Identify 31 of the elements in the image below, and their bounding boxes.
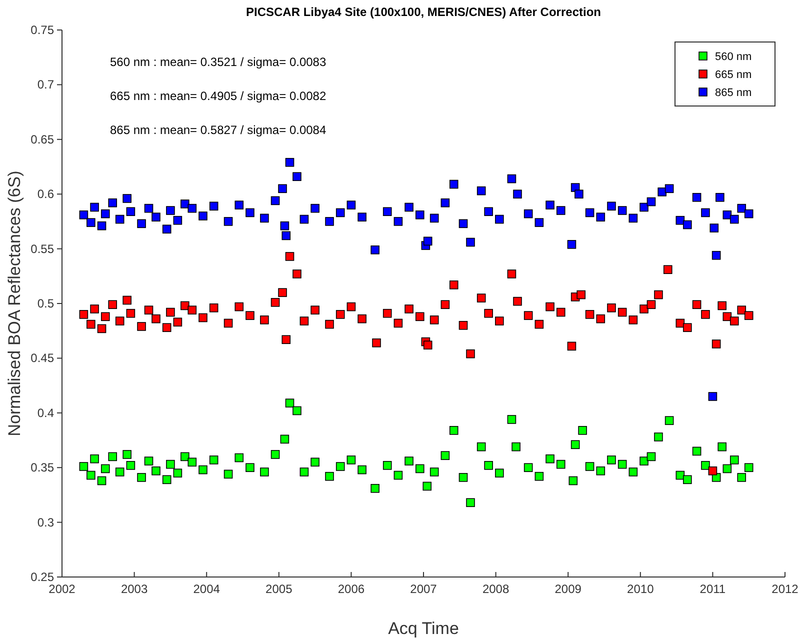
x-tick-label: 2011 — [700, 582, 726, 596]
y-tick-label: 0.45 — [30, 351, 54, 366]
annotation: 560 nm : mean= 0.3521 / sigma= 0.0083 — [110, 55, 326, 69]
x-tick-label: 2010 — [627, 582, 654, 596]
x-tick-label: 2004 — [193, 582, 220, 596]
y-tick-label: 0.6 — [37, 187, 54, 202]
x-tick-label: 2003 — [120, 582, 148, 596]
x-tick-label: 2005 — [266, 582, 293, 596]
x-axis-title: Acq Time — [388, 619, 459, 638]
legend-label: 865 nm — [715, 87, 752, 99]
y-tick-label: 0.4 — [37, 406, 54, 420]
x-tick-label: 2002 — [48, 582, 76, 596]
y-tick-label: 0.7 — [37, 78, 54, 92]
annotation: 865 nm : mean= 0.5827 / sigma= 0.0084 — [110, 123, 326, 137]
y-tick-label: 0.75 — [30, 23, 54, 37]
x-tick-label: 2009 — [554, 582, 582, 596]
x-tick-label: 2007 — [410, 582, 438, 596]
y-tick-label: 0.35 — [30, 460, 54, 475]
annotation: 665 nm : mean= 0.4905 / sigma= 0.0082 — [110, 89, 326, 103]
legend-label: 665 nm — [715, 69, 752, 81]
legend-label: 560 nm — [715, 51, 752, 63]
chart-title: PICSCAR Libya4 Site (100x100, MERIS/CNES) After Correction — [246, 5, 601, 19]
y-tick-label: 0.3 — [37, 515, 54, 530]
y-tick-label: 0.25 — [30, 570, 54, 584]
x-tick-label: 2006 — [338, 582, 365, 596]
y-tick-label: 0.5 — [37, 296, 54, 310]
y-tick-label: 0.55 — [30, 242, 54, 256]
x-tick-label: 2008 — [482, 582, 510, 596]
y-axis-title: Normalised BOA Reflectances (6S) — [5, 170, 24, 436]
x-tick-label: 2012 — [772, 582, 799, 596]
y-tick-label: 0.65 — [30, 132, 54, 146]
